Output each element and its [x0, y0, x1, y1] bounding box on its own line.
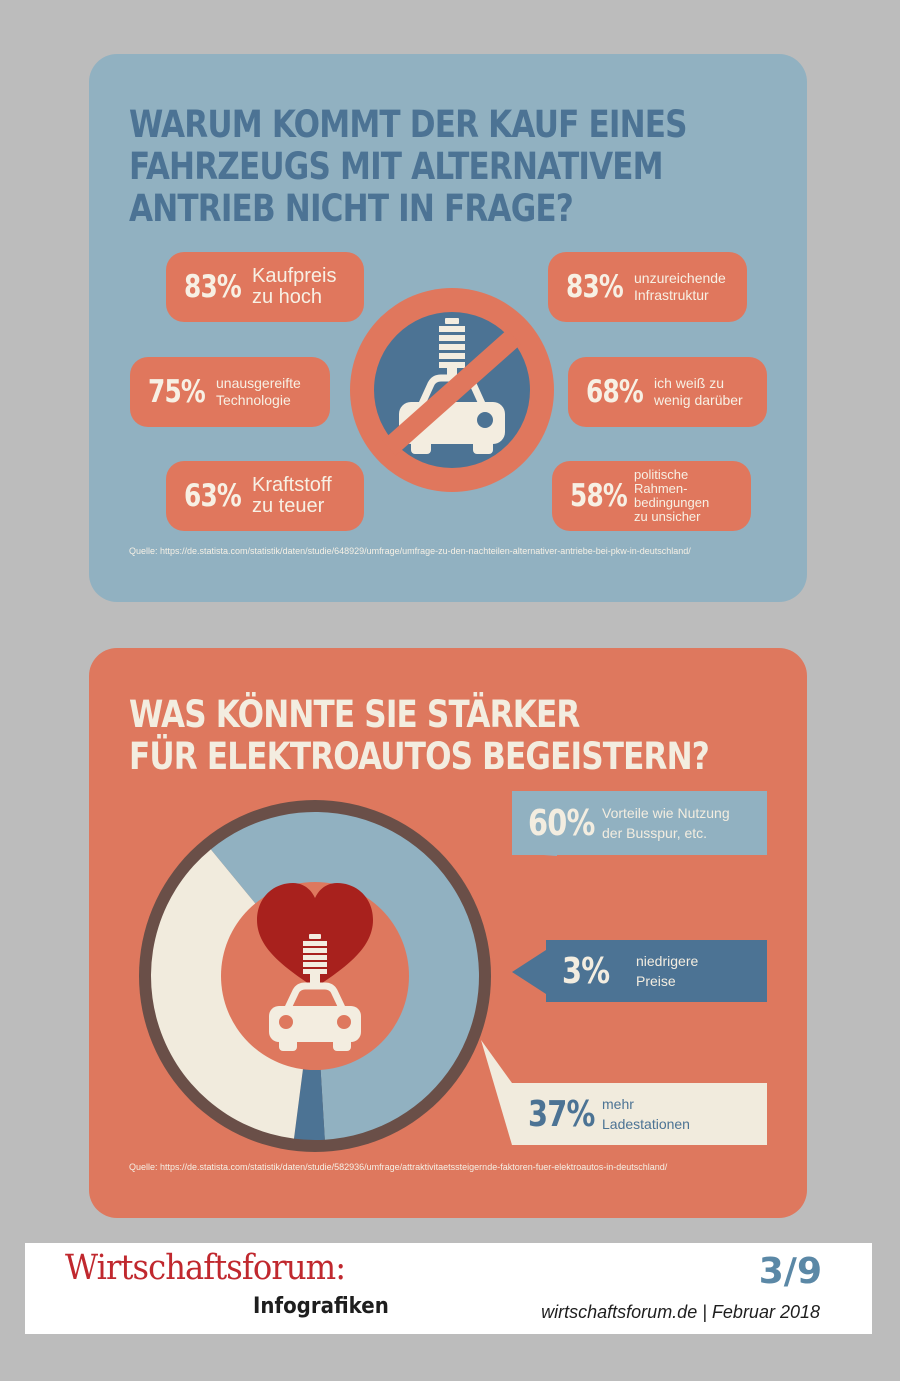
footer: Wirtschaftsforum: Infografiken 3/9 wirts…	[25, 1243, 872, 1334]
reasons-title: Warum kommt der Kauf eines Fahrzeugs mit…	[129, 103, 688, 230]
reason-card: 83% Kaufpreis zu hoch	[166, 252, 364, 322]
reason-card: 63% Kraftstoff zu teuer	[166, 461, 364, 531]
battery-icon	[303, 934, 327, 984]
callout-pointer	[481, 1040, 512, 1145]
callout-pointer	[512, 950, 546, 994]
footer-meta: wirtschaftsforum.de | Februar 2018	[541, 1302, 820, 1323]
callout-37: 37% mehr Ladestationen	[512, 1083, 767, 1145]
battery-icon	[439, 318, 465, 378]
reasons-against-panel: Warum kommt der Kauf eines Fahrzeugs mit…	[89, 54, 807, 602]
source-note: Quelle: https://de.statista.com/statisti…	[129, 1162, 668, 1172]
page-number: 3/9	[758, 1251, 822, 1292]
publish-date: Februar 2018	[711, 1302, 820, 1322]
enthusiasm-title: Was könnte Sie stärker für Elektroautos …	[129, 693, 710, 778]
callout-3: 3% niedrigere Preise	[546, 940, 767, 1002]
brand-subtitle: Infografiken	[253, 1294, 389, 1319]
reason-card: 75% unausgereifte Technologie	[130, 357, 330, 427]
footer-separator: |	[702, 1302, 712, 1322]
reason-card: 58% politische Rahmen- bedingungen zu un…	[552, 461, 751, 531]
site-link[interactable]: wirtschaftsforum.de	[541, 1302, 698, 1322]
car-icon	[269, 982, 361, 1051]
enthusiasm-pie-chart	[139, 796, 557, 1152]
source-note: Quelle: https://de.statista.com/statisti…	[129, 546, 691, 556]
enthusiasm-panel: Was könnte Sie stärker für Elektroautos …	[89, 648, 807, 1218]
callout-60: 60% Vorteile wie Nutzung der Busspur, et…	[512, 791, 767, 855]
reason-card: 68% ich weiß zu wenig darüber	[568, 357, 767, 427]
reason-card: 83% unzureichende Infrastruktur	[548, 252, 747, 322]
no-electric-car-icon	[350, 288, 554, 492]
brand-logo: Wirtschaftsforum:	[65, 1248, 346, 1288]
